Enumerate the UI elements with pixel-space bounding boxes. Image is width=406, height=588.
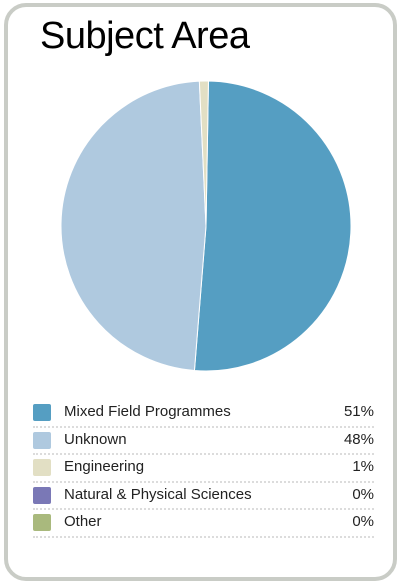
legend-swatch <box>33 459 51 476</box>
legend-item[interactable]: Natural & Physical Sciences 0% <box>33 483 374 510</box>
legend-label: Other <box>64 513 102 530</box>
legend-value: 51% <box>343 403 374 420</box>
legend-item[interactable]: Unknown 48% <box>33 428 374 455</box>
legend-label: Unknown <box>64 430 127 448</box>
legend-label: Natural & Physical Sciences <box>64 485 252 503</box>
pie-slice-0[interactable] <box>193 80 352 372</box>
legend-swatch <box>33 514 51 531</box>
legend-swatch <box>33 486 51 504</box>
legend-value: 0% <box>352 485 374 503</box>
legend-label: Engineering <box>64 458 145 475</box>
chart-legend: Mixed Field Programmes 51% Unknown 48% Engin… <box>33 400 374 538</box>
legend-item[interactable]: Engineering 1% <box>33 455 374 483</box>
legend-swatch <box>33 431 51 449</box>
legend-value: 48% <box>343 430 374 448</box>
pie-slice-2[interactable] <box>198 80 209 227</box>
legend-item[interactable]: Other 0% <box>33 510 374 538</box>
legend-value: 0% <box>352 513 374 530</box>
legend-value: 1% <box>352 458 374 475</box>
legend-label: Mixed Field Programmes <box>64 403 231 420</box>
pie-slice-1[interactable] <box>60 80 207 372</box>
legend-item[interactable]: Mixed Field Programmes 51% <box>33 400 374 428</box>
legend-swatch <box>33 404 51 421</box>
chart-title: Subject Area <box>40 15 250 57</box>
